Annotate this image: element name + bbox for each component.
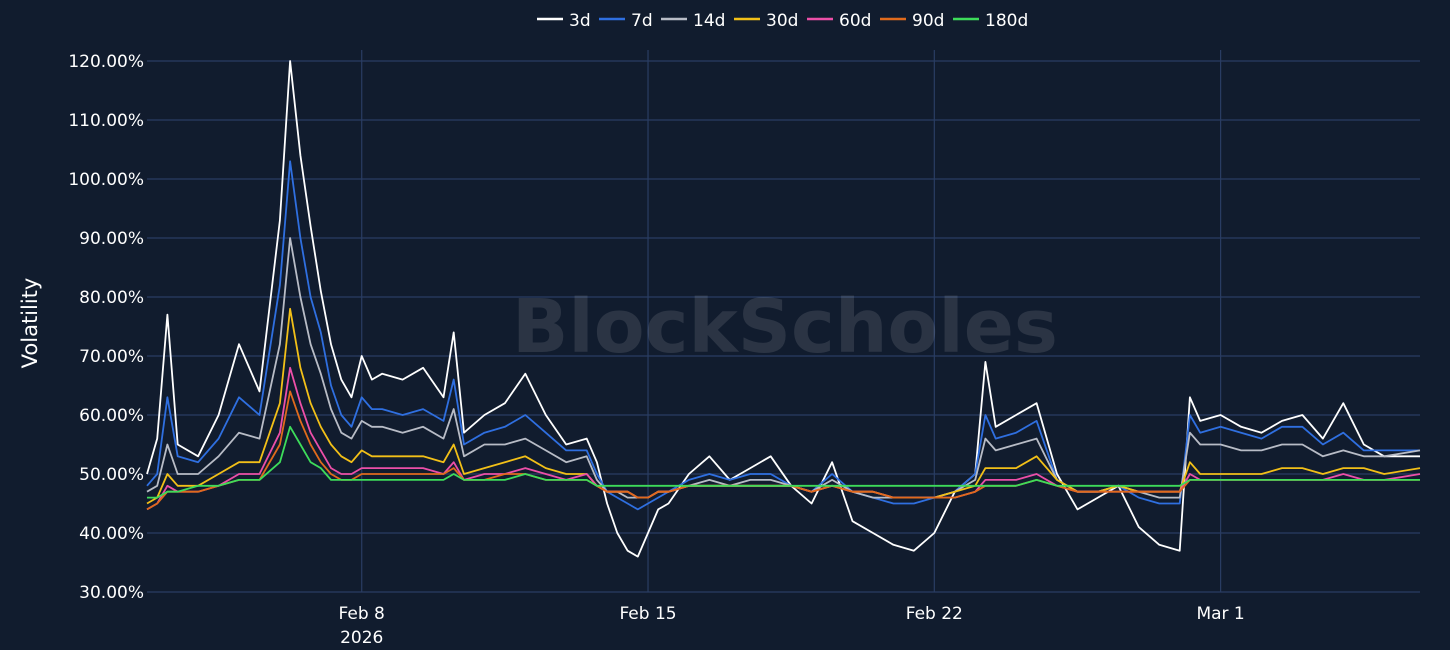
legend-item-3d[interactable]: 3d — [537, 11, 591, 31]
y-tick-label: 70.00% — [79, 347, 144, 367]
legend-item-30d[interactable]: 30d — [734, 11, 798, 31]
y-axis-title: Volatility — [18, 278, 42, 369]
x-tick-year-label: 2026 — [340, 628, 383, 648]
legend-item-60d[interactable]: 60d — [807, 11, 871, 31]
y-axis-ticks: 30.00% 40.00% 50.00% 60.00% 70.00% 80.00% 90.0… — [68, 52, 144, 603]
x-tick-label: Feb 22 — [906, 604, 963, 624]
series-line-180d — [147, 425, 1420, 499]
y-tick-label: 60.00% — [79, 406, 144, 426]
x-tick-label: Mar 1 — [1196, 604, 1244, 624]
legend: 3d 7d 14d 30d 60d 90d 180d — [537, 11, 1028, 31]
legend-item-14d[interactable]: 14d — [661, 11, 725, 31]
grid-layer — [147, 50, 1420, 593]
y-tick-label: 80.00% — [79, 288, 144, 308]
legend-label: 90d — [912, 11, 944, 31]
series-layer — [146, 60, 1421, 558]
x-tick-label: Feb 15 — [619, 604, 676, 624]
y-tick-label: 40.00% — [79, 524, 144, 544]
y-tick-label: 50.00% — [79, 465, 144, 485]
watermark-logo: BlockScholes — [512, 284, 1058, 370]
series-line-60d — [146, 366, 1421, 511]
legend-label: 7d — [631, 11, 653, 31]
y-tick-label: 110.00% — [68, 111, 144, 131]
y-tick-label: 90.00% — [79, 229, 144, 249]
legend-item-180d[interactable]: 180d — [953, 11, 1028, 31]
y-tick-label: 120.00% — [68, 52, 144, 72]
legend-item-7d[interactable]: 7d — [599, 11, 653, 31]
legend-label: 60d — [839, 11, 871, 31]
legend-label: 3d — [569, 11, 591, 31]
legend-label: 180d — [985, 11, 1028, 31]
legend-label: 30d — [766, 11, 798, 31]
y-tick-label: 30.00% — [79, 583, 144, 603]
series-line-90d — [146, 390, 1420, 511]
x-tick-label: Feb 8 — [339, 604, 385, 624]
legend-item-90d[interactable]: 90d — [880, 11, 944, 31]
legend-label: 14d — [693, 11, 725, 31]
y-tick-label: 100.00% — [68, 170, 144, 190]
x-axis-ticks: Feb 8 2026 Feb 15 Feb 22 Mar 1 — [339, 604, 1245, 648]
